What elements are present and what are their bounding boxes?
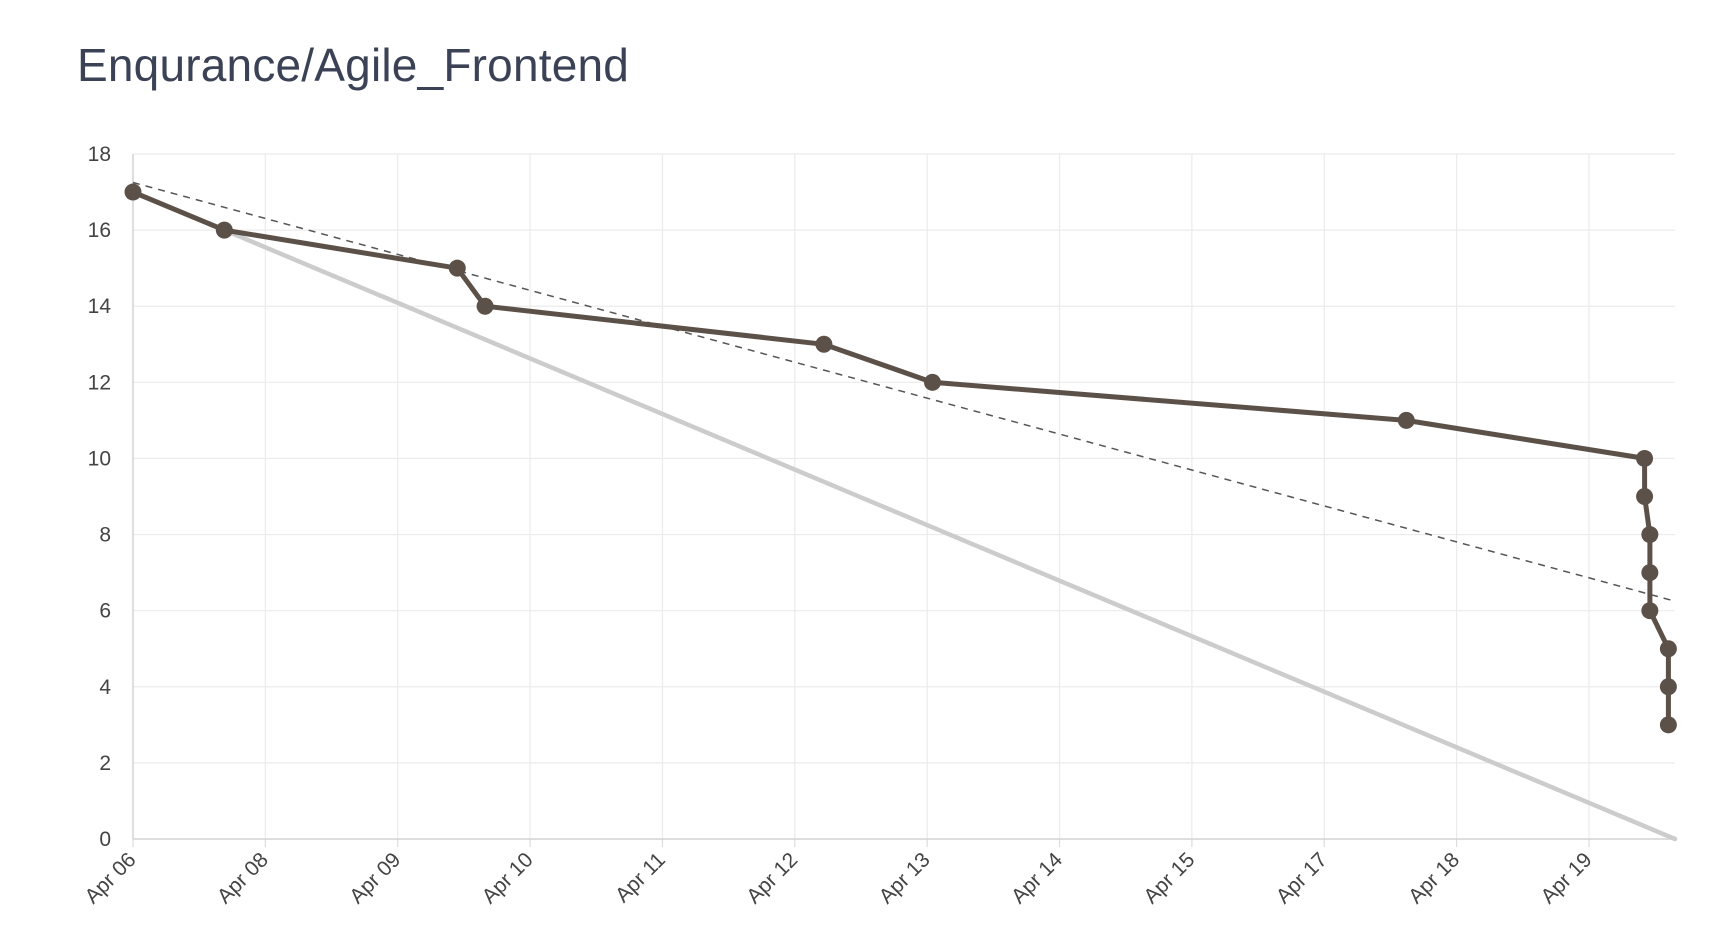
y-tick-label: 16 — [88, 219, 111, 242]
x-tick-label: Apr 15 — [1139, 848, 1199, 908]
y-tick-label: 8 — [99, 524, 111, 547]
y-tick-label: 6 — [99, 600, 111, 623]
actual-data-point — [1397, 411, 1415, 429]
ideal-line — [222, 227, 1678, 842]
actual-data-point — [1641, 564, 1659, 582]
axes — [132, 154, 1675, 840]
y-tick-label: 18 — [88, 143, 111, 166]
actual-data-point — [124, 183, 142, 201]
actual-data-point — [1659, 678, 1677, 696]
x-tick-label: Apr 18 — [1404, 848, 1464, 908]
x-tick-label: Apr 13 — [875, 848, 935, 908]
x-tick-label: Apr 08 — [213, 848, 273, 908]
actual-data-point — [448, 259, 466, 277]
y-tick-label: 14 — [88, 295, 112, 318]
x-tick-label: Apr 06 — [81, 848, 141, 908]
x-tick-label: Apr 09 — [345, 848, 405, 908]
actual-data-point — [476, 297, 494, 315]
x-tick-label: Apr 17 — [1272, 848, 1332, 908]
trend-line — [132, 181, 1676, 602]
x-tick-label: Apr 10 — [478, 848, 538, 908]
x-tick-label: Apr 11 — [611, 848, 670, 907]
chart-title: Enqurance/Agile_Frontend — [77, 39, 630, 91]
actual-data-point — [815, 335, 833, 353]
y-tick-label: 0 — [99, 828, 111, 851]
y-tick-label: 4 — [99, 676, 111, 699]
y-tick-label: 10 — [88, 447, 111, 470]
actual-data-point — [1659, 716, 1677, 734]
x-tick-label: Apr 14 — [1007, 848, 1067, 908]
actual-data-point — [1641, 602, 1659, 620]
actual-data-point — [923, 373, 941, 391]
y-tick-label: 12 — [88, 371, 111, 394]
x-tick-label: Apr 19 — [1536, 848, 1596, 908]
actual-data-point — [215, 221, 233, 239]
x-tick-label: Apr 12 — [742, 848, 802, 908]
y-tick-label: 2 — [99, 752, 111, 775]
tick-labels: 0 2 4 6 8 10 12 14 16 18 Apr 06 Apr 08 Apr 09 Apr 10 A… — [81, 143, 1597, 908]
actual-data-point — [1641, 526, 1659, 544]
actual-data-point — [1659, 640, 1677, 658]
actual-data-point — [1636, 488, 1654, 505]
series — [124, 181, 1678, 842]
actual-data-point — [1636, 449, 1654, 467]
